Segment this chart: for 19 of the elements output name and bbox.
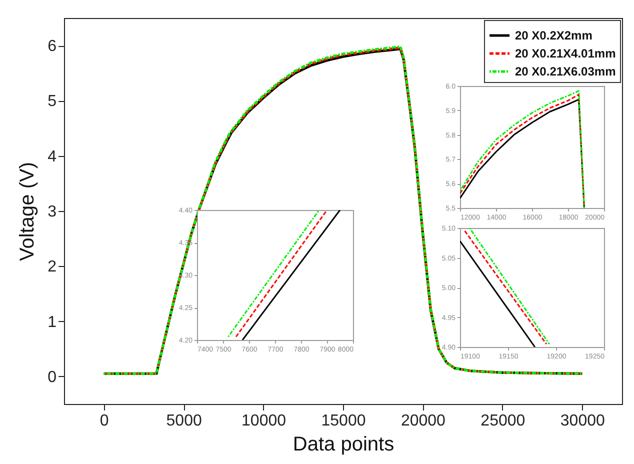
legend-label: 20 X0.21X6.03mm [515,64,616,78]
y-tick-label: 3 [48,204,57,220]
x-tick-label: 0 [100,412,109,430]
y-tick-label: 5 [48,93,57,110]
x-tick-label: 30000 [560,412,605,430]
y-axis-title: Voltage (V) [16,162,39,261]
legend-label: 20 X0.2X2mm [515,28,592,42]
x-axis-title: Data points [292,434,394,456]
x-tick-label: 20000 [400,412,446,430]
y-tick-label: 1 [48,314,57,331]
x-tick-label: 5000 [166,412,202,430]
x-tick-label: 10000 [242,412,286,430]
x-tick-label: 25000 [480,412,526,430]
y-tick-label: 4 [48,148,57,166]
y-tick-label: 6 [48,38,57,56]
y-tick-label: 0 [48,368,57,386]
legend-label: 20 X0.21X4.01mm [515,46,616,60]
y-tick-label: 2 [48,258,57,276]
x-tick-label: 15000 [321,412,366,430]
